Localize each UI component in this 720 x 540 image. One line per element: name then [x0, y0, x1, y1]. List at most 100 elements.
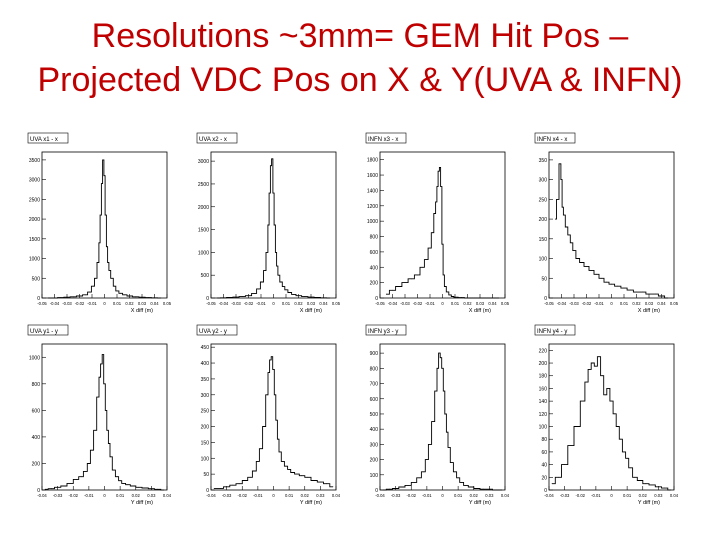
- histogram-bin: [586, 381, 587, 383]
- x-tick-label: -0.02: [244, 301, 254, 306]
- y-tick-label: 100: [370, 473, 379, 479]
- x-tick-label: 0.02: [463, 301, 472, 306]
- y-tick-label: 200: [539, 361, 548, 367]
- slide-title-line-2: Projected VDC Pos on X & Y(UVA & INFN): [37, 61, 683, 99]
- histogram-bin: [498, 297, 500, 299]
- y-tick-label: 500: [370, 412, 379, 418]
- histogram-bin: [601, 277, 602, 279]
- x-tick-label: 0.05: [332, 301, 341, 306]
- histogram-bin: [385, 293, 387, 295]
- histogram-bin: [106, 246, 108, 248]
- histogram-bin: [60, 297, 62, 298]
- histogram-bin: [282, 461, 284, 462]
- x-tick-label: -0.01: [84, 493, 94, 498]
- histogram-bin: [160, 297, 162, 299]
- histogram-bin: [88, 463, 90, 464]
- x-tick-label: 0.04: [332, 493, 341, 498]
- histogram-bin: [260, 448, 262, 450]
- histogram-bin: [320, 481, 321, 483]
- x-tick-label: 0.05: [501, 301, 510, 306]
- histogram-bin: [274, 224, 276, 226]
- histogram-bin: [651, 484, 653, 486]
- y-tick-label: 400: [370, 427, 379, 433]
- histogram-bin: [119, 480, 121, 482]
- x-tick-label: -0.03: [231, 301, 241, 306]
- histogram-bin: [89, 291, 90, 293]
- histogram-bin: [47, 297, 49, 299]
- histogram-bin: [285, 289, 287, 291]
- histogram-bin: [442, 243, 443, 245]
- histogram-bin: [104, 383, 105, 385]
- y-tick-label: 0: [206, 488, 209, 494]
- histogram-bin: [473, 297, 475, 299]
- x-tick-label: 0.02: [125, 301, 134, 306]
- y-tick-label: 120: [539, 412, 548, 418]
- histogram-bin: [127, 484, 129, 486]
- y-tick-label: 0: [544, 488, 547, 494]
- histogram-bin: [581, 262, 582, 263]
- histogram-bin: [645, 483, 647, 485]
- histogram-bin: [263, 426, 265, 427]
- x-tick-label: -0.03: [560, 493, 570, 498]
- histogram-bin: [636, 291, 637, 293]
- histogram-bin: [447, 291, 448, 293]
- x-tick-label: 0: [441, 301, 444, 306]
- y-tick-label: 160: [539, 386, 548, 392]
- histogram-bin: [298, 295, 299, 297]
- histogram-bin: [629, 289, 631, 291]
- histogram-title: INFN x3 - x: [368, 137, 398, 143]
- x-tick-label: -0.01: [422, 493, 432, 498]
- histogram-bin: [576, 426, 578, 427]
- histogram-bin: [439, 352, 440, 354]
- histogram-bin: [101, 363, 102, 365]
- histogram-bin: [417, 274, 418, 276]
- histogram-bin: [111, 277, 113, 279]
- y-tick-label: 0: [37, 488, 40, 494]
- histogram-bin: [667, 297, 669, 299]
- title-box: [365, 324, 407, 336]
- histogram-bin: [85, 294, 87, 296]
- x-tick-label: 0.04: [319, 301, 328, 306]
- histogram-title: INFN y3 - y: [368, 329, 398, 335]
- histogram-bin: [395, 488, 396, 489]
- x-tick-label: 0.01: [451, 301, 460, 306]
- x-tick-label: -0.03: [53, 493, 63, 498]
- histogram-bin: [606, 281, 607, 283]
- x-tick-label: -0.01: [594, 301, 604, 306]
- histogram-bin: [429, 247, 431, 249]
- histogram-bin: [109, 270, 110, 271]
- histogram-bin: [248, 295, 249, 297]
- histogram-bin: [113, 469, 115, 471]
- histogram-bin: [122, 483, 124, 484]
- y-tick-label: 50: [541, 276, 547, 282]
- histogram-bin: [108, 443, 110, 444]
- y-tick-label: 600: [32, 408, 41, 414]
- x-tick-label: 0.05: [670, 301, 679, 306]
- y-tick-label: 3000: [29, 178, 40, 184]
- histogram-bin: [144, 487, 146, 489]
- histogram-bin: [271, 158, 273, 160]
- x-tick-label: 0.02: [294, 301, 303, 306]
- y-tick-label: 0: [375, 296, 378, 302]
- histogram-bin: [426, 459, 428, 460]
- histogram-bin: [229, 297, 231, 298]
- histogram-bin: [437, 367, 439, 369]
- histogram-bin: [254, 293, 256, 294]
- histogram-panel: UVA y2 - y 0 50 100 150 200 250 300 350 400 450 -0.…: [195, 322, 345, 512]
- x-tick-label: 0.01: [623, 493, 632, 498]
- histogram-bin: [235, 296, 237, 298]
- y-tick-label: 500: [32, 276, 41, 282]
- pad-background: [364, 322, 514, 512]
- histogram-bin: [261, 281, 263, 283]
- histogram-bin: [266, 394, 268, 396]
- histogram-bin: [278, 274, 279, 276]
- x-tick-label: 0.02: [301, 493, 310, 498]
- y-tick-label: 300: [201, 393, 210, 399]
- histogram-bin: [465, 485, 467, 486]
- histogram-bin: [476, 488, 478, 489]
- y-tick-label: 200: [201, 425, 210, 431]
- histogram-bin: [270, 359, 271, 361]
- histogram-bin: [561, 179, 562, 181]
- x-tick-label: 0: [441, 493, 444, 498]
- x-tick-label: -0.03: [400, 301, 410, 306]
